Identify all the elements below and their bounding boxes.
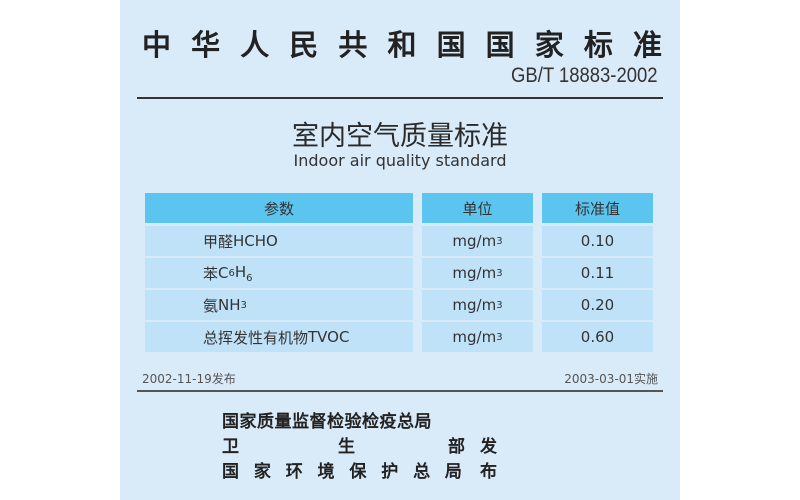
column-header-param: 参数 [145,193,413,223]
unit-text: mg/m [452,328,497,346]
publisher-char: 部 [448,437,465,457]
title-char: 华 [191,28,221,62]
param-formula: C [218,264,229,282]
publisher-char: 总 [413,462,431,482]
formula-subscript: 3 [240,299,247,311]
footer-divider [137,390,663,392]
title-char: 人 [240,28,270,62]
publisher-char: 家 [253,462,271,482]
param-name: 总挥发性有机物 [203,328,309,347]
publisher-char: 发布 [480,437,505,482]
formula-subscript: 6 [246,272,253,284]
table-cell-param: 甲醛 HCHO [145,226,413,256]
table-cell-value: 0.20 [542,290,653,320]
publisher-char: 生 [338,437,355,457]
title-char: 准 [632,28,662,62]
table-cell-value: 0.11 [542,258,653,288]
unit-superscript: 3 [496,299,503,311]
param-name: 苯 [203,264,219,283]
unit-superscript: 3 [496,331,503,343]
publisher-char: 护 [381,462,399,482]
title-char: 民 [289,28,319,62]
param-name: 甲醛 [203,232,234,251]
unit-superscript: 3 [496,267,503,279]
unit-text: mg/m [452,296,497,314]
title-char: 中 [142,28,172,62]
standard-code: GB/T 18883-2002 [511,64,658,87]
table-cell-param: 苯 C 6 H6 [145,258,413,288]
publisher-char: 局 [444,462,462,482]
param-name: 氨 [203,296,219,315]
table-cell-unit: mg/m 3 [422,258,533,288]
title-char: 和 [387,28,417,62]
table-cell-param: 总挥发性有机物 TVOC [145,322,413,352]
header-divider [137,97,663,99]
document-title: 中 华 人 民 共 和 国 国 家 标 准 [142,22,662,64]
publisher-char: 国 [222,462,239,482]
param-formula: HCHO [233,232,278,250]
subtitle-en: Indoor air quality standard [293,151,507,170]
formula-subscript: 6 [228,267,235,279]
table-cell-value: 0.60 [542,322,653,352]
table-cell-unit: mg/m 3 [422,226,533,256]
publisher-char: 环 [285,462,303,482]
title-char: 标 [583,28,613,62]
unit-superscript: 3 [496,235,503,247]
publisher-char: 保 [349,462,367,482]
column-header-value: 标准值 [542,193,653,223]
table-cell-param: 氨 NH 3 [145,290,413,320]
param-formula: NH [218,296,241,314]
title-char: 国 [485,28,515,62]
unit-text: mg/m [452,264,497,282]
param-formula: TVOC [308,328,350,346]
table-cell-unit: mg/m 3 [422,290,533,320]
title-char: 共 [338,28,368,62]
title-char: 国 [436,28,466,62]
param-formula-tail: H6 [234,262,253,284]
table-cell-value: 0.10 [542,226,653,256]
effective-date: 2003-03-01实施 [564,372,658,386]
publisher-char: 境 [317,462,335,482]
table-cell-unit: mg/m 3 [422,322,533,352]
publisher-line-3: 国 家 环 境 保 护 总 局 [222,457,462,482]
subtitle-cn: 室内空气质量标准 [292,121,508,152]
title-char: 家 [534,28,564,62]
publisher-char: 卫 [222,437,239,457]
publisher-line-1: 国家质量监督检验检疫总局 [222,412,432,432]
issue-date: 2002-11-19发布 [142,372,236,386]
column-header-unit: 单位 [422,193,533,223]
unit-text: mg/m [452,232,497,250]
